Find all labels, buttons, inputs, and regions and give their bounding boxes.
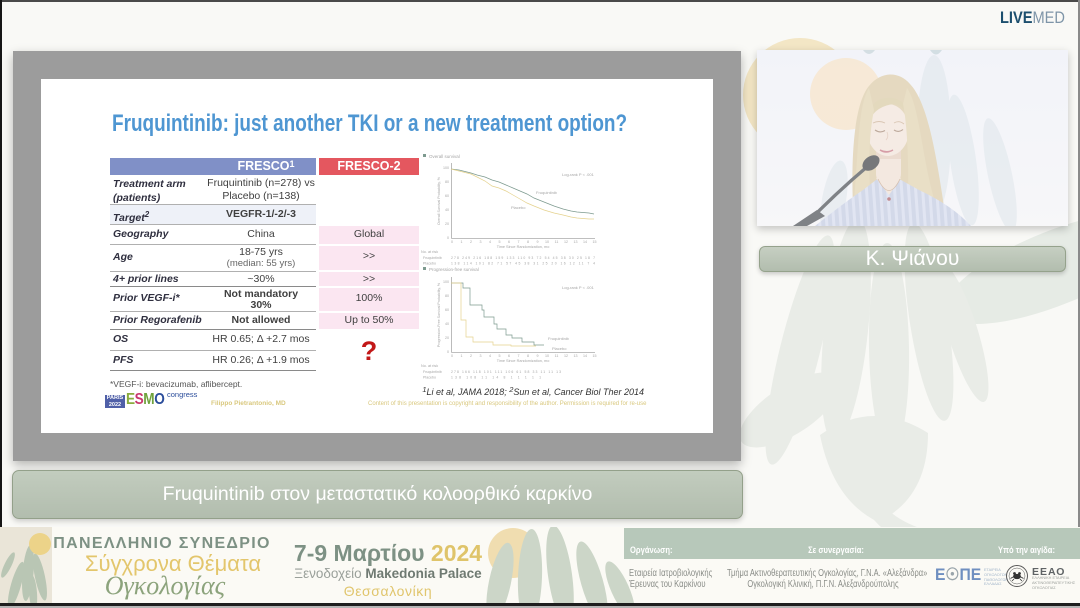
svg-text:Time Since Randomization, mo: Time Since Randomization, mo xyxy=(497,245,550,249)
svg-text:2: 2 xyxy=(470,240,472,244)
svg-text:0: 0 xyxy=(451,354,453,358)
svg-text:20: 20 xyxy=(445,222,449,226)
svg-text:80: 80 xyxy=(445,294,449,298)
svg-text:60: 60 xyxy=(445,308,449,312)
svg-text:4: 4 xyxy=(489,354,491,358)
svg-text:13: 13 xyxy=(574,240,578,244)
svg-text:2: 2 xyxy=(470,354,472,358)
svg-text:14: 14 xyxy=(583,240,587,244)
svg-text:138 114 101 82 71 57 45 38 31: 138 114 101 82 71 57 45 38 31 25 20 16 1… xyxy=(451,262,595,266)
svg-text:80: 80 xyxy=(445,180,449,184)
svg-text:Placebo: Placebo xyxy=(552,346,567,351)
svg-text:7: 7 xyxy=(518,354,520,358)
svg-text:3: 3 xyxy=(480,240,482,244)
svg-text:1: 1 xyxy=(461,240,463,244)
svg-text:5: 5 xyxy=(499,354,501,358)
svg-text:Fruquintinib: Fruquintinib xyxy=(548,336,570,341)
svg-text:100: 100 xyxy=(443,280,449,284)
svg-text:7: 7 xyxy=(518,240,520,244)
svg-text:40: 40 xyxy=(445,322,449,326)
svg-text:6: 6 xyxy=(508,240,510,244)
svg-text:40: 40 xyxy=(445,208,449,212)
svg-text:138 108 11 14 8 1 1 1 1 1: 138 108 11 14 8 1 1 1 1 1 xyxy=(451,376,541,380)
svg-text:15: 15 xyxy=(593,240,597,244)
svg-text:13: 13 xyxy=(574,354,578,358)
svg-text:0: 0 xyxy=(447,350,449,354)
svg-text:11: 11 xyxy=(555,354,559,358)
svg-text:Placebo: Placebo xyxy=(511,205,526,210)
svg-text:Fruquintinib: Fruquintinib xyxy=(536,190,558,195)
svg-text:Log-rank P < .001: Log-rank P < .001 xyxy=(562,285,595,290)
svg-text:0: 0 xyxy=(451,240,453,244)
svg-text:Log-rank P < .001: Log-rank P < .001 xyxy=(562,172,595,177)
svg-text:No. at risk: No. at risk xyxy=(421,364,438,368)
svg-text:12: 12 xyxy=(564,354,568,358)
svg-text:8: 8 xyxy=(527,354,529,358)
svg-text:12: 12 xyxy=(564,240,568,244)
svg-text:8: 8 xyxy=(527,240,529,244)
svg-text:11: 11 xyxy=(555,240,559,244)
svg-text:No. at risk: No. at risk xyxy=(421,250,438,254)
svg-text:10: 10 xyxy=(545,240,549,244)
svg-text:Time Since Randomization, mo: Time Since Randomization, mo xyxy=(497,359,550,363)
svg-text:14: 14 xyxy=(583,354,587,358)
svg-text:6: 6 xyxy=(508,354,510,358)
svg-text:9: 9 xyxy=(537,354,539,358)
svg-text:0: 0 xyxy=(447,236,449,240)
svg-text:Overall Survival Probability,: Overall Survival Probability, % xyxy=(437,176,441,225)
svg-text:20: 20 xyxy=(445,336,449,340)
svg-text:Placebo: Placebo xyxy=(423,262,436,266)
svg-text:Progression-free survival: Progression-free survival xyxy=(429,267,479,272)
svg-text:15: 15 xyxy=(593,354,597,358)
svg-text:100: 100 xyxy=(443,166,449,170)
svg-text:3: 3 xyxy=(480,354,482,358)
svg-text:1: 1 xyxy=(461,354,463,358)
svg-text:Overall survival: Overall survival xyxy=(429,154,460,159)
svg-text:Fruquintinib: Fruquintinib xyxy=(423,370,442,374)
svg-text:Fruquintinib: Fruquintinib xyxy=(423,256,442,260)
svg-text:10: 10 xyxy=(545,354,549,358)
svg-text:278 166 118 101 111 106 61 58: 278 166 118 101 111 106 61 58 33 11 11 1… xyxy=(451,370,561,374)
svg-text:278 249 216 188 159 133 110 93: 278 249 216 188 159 133 110 93 72 54 45 … xyxy=(451,256,595,260)
svg-text:60: 60 xyxy=(445,194,449,198)
svg-text:Placebo: Placebo xyxy=(423,376,436,380)
svg-text:4: 4 xyxy=(489,240,491,244)
svg-text:5: 5 xyxy=(499,240,501,244)
svg-text:Progression-Free Survival Prob: Progression-Free Survival Probability, % xyxy=(437,282,441,347)
svg-text:9: 9 xyxy=(537,240,539,244)
